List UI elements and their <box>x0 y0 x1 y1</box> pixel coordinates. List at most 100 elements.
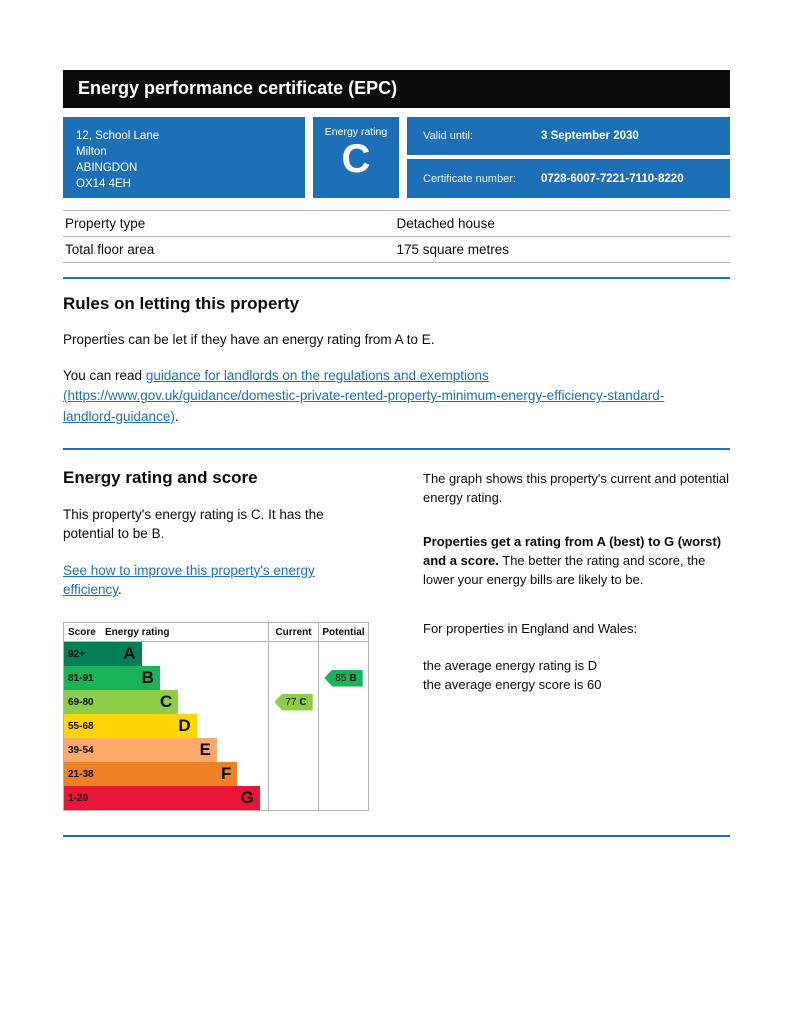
england-wales-intro: For properties in England and Wales: <box>423 621 638 637</box>
valid-until-value: 3 September 2030 <box>541 130 639 143</box>
energy-rating-section: Energy rating and score This property's … <box>63 467 730 812</box>
band-score: 92+ <box>68 648 85 660</box>
energy-rating-box: Energy rating C <box>313 116 399 198</box>
landlord-guidance-link[interactable]: guidance for landlords on the regulation… <box>63 368 665 424</box>
potential-marker-cell <box>318 786 368 811</box>
current-column-header: Current <box>268 623 318 642</box>
average-rating-line: the average energy rating is D <box>423 657 598 673</box>
detail-value: 175 square metres <box>396 241 510 257</box>
band-letter: G <box>240 788 254 808</box>
detail-label: Total floor area <box>65 241 155 257</box>
band-letter: A <box>123 644 136 664</box>
rules-heading: Rules on letting this property <box>63 293 300 313</box>
band-bar-b: 81-91 B <box>64 666 160 691</box>
current-marker-cell <box>268 762 318 787</box>
band-bar-a: 92+ A <box>64 642 142 667</box>
epc-band-row-f: 21-38 F <box>64 762 368 787</box>
tag-score: 85 <box>335 672 347 684</box>
energy-rating-label: Energy rating <box>324 125 388 138</box>
band-rating-area: 1-20 G <box>64 786 268 811</box>
epc-band-rows: 92+ A 81-91 B 85 B 69-80 C 77 C 55-68 D 39-54 E 21-38 F… <box>64 642 368 811</box>
current-marker-cell <box>268 786 318 811</box>
address-line: OX14 4EH <box>76 178 131 191</box>
guidance-prefix: You can read <box>63 368 146 384</box>
graph-rating-header: Score Energy rating <box>64 623 268 641</box>
section-divider <box>63 835 730 838</box>
epc-band-row-g: 1-20 G <box>64 786 368 811</box>
current-marker-cell <box>268 642 318 667</box>
potential-rating-marker: 85 B <box>324 669 363 687</box>
band-letter: B <box>141 668 154 688</box>
current-marker-cell: 77 C <box>268 690 318 715</box>
band-rating-area: 69-80 C <box>64 690 268 715</box>
certificate-number-label: Certificate number: <box>423 172 516 185</box>
band-bar-f: 21-38 F <box>64 762 238 787</box>
rating-explanation-bold: Properties get a rating from A (best) to… <box>423 534 722 569</box>
section-divider <box>63 447 730 450</box>
potential-marker-cell <box>318 738 368 763</box>
certificate-number-box: Certificate number: 0728-6007-7221-7110-… <box>407 159 730 198</box>
address-line: Milton <box>76 145 107 158</box>
current-marker-cell <box>268 714 318 739</box>
tag-letter: C <box>299 696 307 708</box>
energy-rating-column-header: Energy rating <box>105 626 170 638</box>
certificate-number-value: 0728-6007-7221-7110-8220 <box>541 172 684 185</box>
band-letter: F <box>221 764 232 784</box>
certificate-summary: 12, School Lane Milton ABINGDON OX14 4EH En… <box>63 116 730 198</box>
improve-link-paragraph: See how to improve this property's energ… <box>63 561 368 600</box>
potential-marker-cell <box>318 690 368 715</box>
rating-right-column: The graph shows this property's current … <box>423 468 730 811</box>
epc-band-row-d: 55-68 D <box>64 714 368 739</box>
rating-left-column: Energy rating and score This property's … <box>63 467 423 812</box>
detail-label: Property type <box>65 215 146 231</box>
band-bar-e: 39-54 E <box>64 738 217 763</box>
rating-summary-text: This property's energy rating is C. It h… <box>63 506 324 542</box>
band-score: 55-68 <box>68 720 94 732</box>
graph-header-row: Score Energy rating Current Potential <box>64 623 368 643</box>
property-details-table: Property type Detached house Total floor a… <box>63 209 730 263</box>
guidance-suffix: . <box>174 408 179 424</box>
average-score-line: the average energy score is 60 <box>423 676 602 692</box>
current-marker-cell <box>268 666 318 691</box>
detail-value: Detached house <box>396 215 495 231</box>
improve-link-suffix: . <box>118 582 122 598</box>
page-title-banner: Energy performance certificate (EPC) <box>63 70 730 108</box>
epc-band-row-c: 69-80 C 77 C <box>64 690 368 715</box>
band-bar-g: 1-20 G <box>64 786 260 811</box>
address-line: 12, School Lane <box>76 129 160 142</box>
potential-marker-cell: 85 B <box>318 666 368 691</box>
address-line: ABINGDON <box>76 161 138 174</box>
band-score: 39-54 <box>68 744 94 756</box>
band-score: 21-38 <box>68 768 94 780</box>
band-score: 81-91 <box>68 672 94 684</box>
rules-intro-text: Properties can be let if they have an en… <box>63 331 435 347</box>
potential-column-header: Potential <box>318 623 368 642</box>
rating-heading: Energy rating and score <box>63 467 258 487</box>
band-rating-area: 92+ A <box>64 642 268 667</box>
band-rating-area: 55-68 D <box>64 714 268 739</box>
potential-marker-cell <box>318 714 368 739</box>
score-column-header: Score <box>68 626 96 638</box>
valid-until-box: Valid until: 3 September 2030 <box>407 116 730 156</box>
epc-band-row-e: 39-54 E <box>64 738 368 763</box>
energy-rating-letter: C <box>341 136 371 181</box>
potential-marker-cell <box>318 762 368 787</box>
band-bar-d: 55-68 D <box>64 714 197 739</box>
graph-intro-text: The graph shows this property's current … <box>423 470 729 505</box>
improve-efficiency-link[interactable]: See how to improve this property's energ… <box>63 562 315 598</box>
rules-guidance-text: You can read guidance for landlords on t… <box>63 366 703 427</box>
band-rating-area: 81-91 B <box>64 666 268 691</box>
band-letter: D <box>178 716 191 736</box>
energy-rating-graph: Score Energy rating Current Potential 92… <box>63 622 369 812</box>
valid-until-label: Valid until: <box>423 130 473 143</box>
band-score: 1-20 <box>68 792 89 804</box>
rating-explanation-rest: The better the rating and score, the low… <box>423 553 706 588</box>
tag-score: 77 <box>285 696 297 708</box>
band-rating-area: 21-38 F <box>64 762 268 787</box>
validity-column: Valid until: 3 September 2030 Certificat… <box>407 116 730 198</box>
rules-section: Rules on letting this property Propertie… <box>63 294 730 427</box>
band-letter: E <box>199 740 211 760</box>
detail-row: Property type Detached house <box>63 209 730 237</box>
band-score: 69-80 <box>68 696 94 708</box>
potential-marker-cell <box>318 642 368 667</box>
